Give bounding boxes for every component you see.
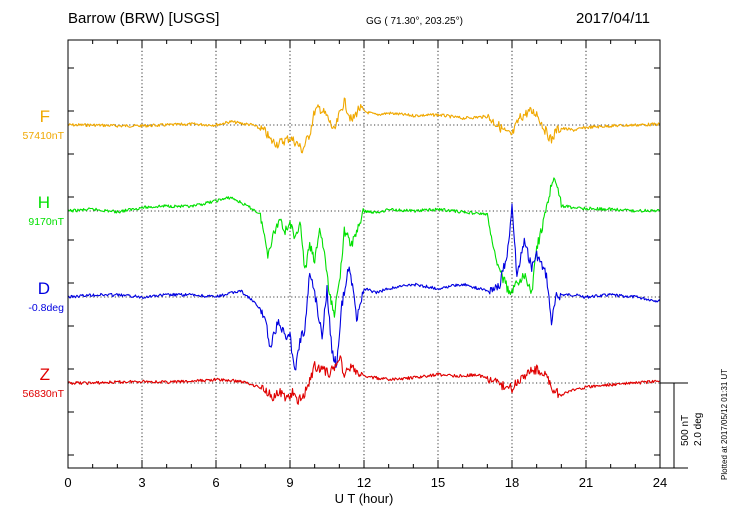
series-line-H [67, 177, 661, 318]
component-letter-D: D [37, 279, 50, 298]
component-baseline-Z: 56830nT [22, 388, 64, 400]
grid-layer [141, 40, 587, 468]
x-axis-label: U T (hour) [335, 491, 394, 506]
x-tick-label-15: 15 [431, 475, 445, 490]
x-tick-label-21: 21 [579, 475, 593, 490]
x-tick-label-0: 0 [64, 475, 71, 490]
series-line-Z [67, 355, 661, 405]
scale-deg-label: 2.0 deg [693, 412, 704, 446]
x-tick-label-18: 18 [505, 475, 519, 490]
x-tick-label-12: 12 [357, 475, 371, 490]
component-letter-H: H [37, 193, 50, 212]
baseline-layer [68, 124, 660, 384]
date-label: 2017/04/11 [576, 10, 650, 27]
component-baseline-D: -0.8deg [28, 302, 64, 314]
component-letter-Z: Z [39, 365, 50, 384]
station-title: Barrow (BRW) [USGS] [68, 10, 220, 27]
tick-layer: 0 3 6 9 12 15 18 21 24 [64, 40, 667, 490]
x-tick-label-6: 6 [212, 475, 219, 490]
component-baseline-H: 9170nT [28, 216, 64, 228]
x-tick-label-3: 3 [138, 475, 145, 490]
component-letter-F: F [39, 107, 50, 126]
scale-bar [660, 382, 688, 469]
coordinates-label: GG ( 71.30°, 203.25°) [366, 16, 463, 27]
series-line-D [67, 203, 661, 371]
component-baseline-F: 57410nT [22, 130, 64, 142]
x-tick-label-9: 9 [286, 475, 293, 490]
x-tick-label-24: 24 [653, 475, 667, 490]
series-layer [67, 97, 661, 405]
plotted-timestamp: Plotted at 2017/05/12 01:31 UT [720, 368, 729, 480]
series-line-F [67, 97, 661, 154]
scale-nt-label: 500 nT [680, 414, 691, 446]
